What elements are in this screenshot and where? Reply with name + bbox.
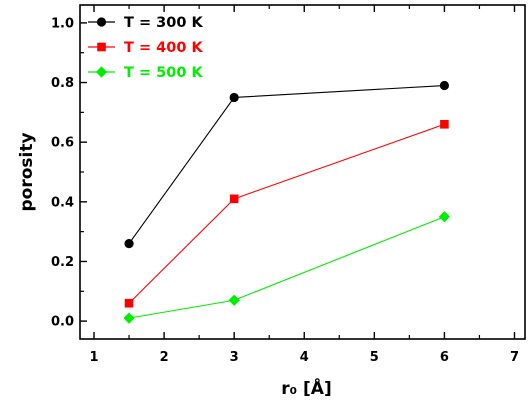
legend-marker xyxy=(96,17,107,27)
data-point xyxy=(123,312,135,324)
data-point xyxy=(228,294,240,306)
series-line xyxy=(128,84,445,244)
x-tick-label: 5 xyxy=(370,350,379,365)
series-line xyxy=(128,216,445,319)
data-point xyxy=(438,211,451,223)
series-1 xyxy=(124,80,450,249)
series-line xyxy=(128,123,445,304)
y-tick-label: 0.8 xyxy=(51,76,74,91)
legend-label: T = 400 K xyxy=(124,40,203,56)
x-tick-label: 7 xyxy=(510,350,519,365)
data-point xyxy=(440,119,449,129)
data-point xyxy=(124,238,134,249)
x-tick-label: 2 xyxy=(160,350,169,365)
x-tick-label: 1 xyxy=(89,350,98,365)
data-point xyxy=(229,194,239,204)
legend-marker xyxy=(97,42,106,52)
data-point xyxy=(229,92,239,103)
data-point xyxy=(124,298,134,308)
legend-label: T = 300 K xyxy=(124,15,203,31)
legend-item-2: T = 400 K xyxy=(88,40,203,56)
legend-label: T = 500 K xyxy=(124,65,203,81)
series-layer xyxy=(123,80,451,324)
y-tick-label: 0.2 xyxy=(51,255,74,270)
x-tick-label: 6 xyxy=(440,350,449,365)
y-tick-label: 0.6 xyxy=(51,136,74,151)
legend-item-3: T = 500 K xyxy=(88,65,203,81)
legend-item-1: T = 300 K xyxy=(88,15,203,31)
y-tick-label: 0.0 xyxy=(51,315,74,330)
x-axis-label: r₀ [Å] xyxy=(281,376,331,399)
data-point xyxy=(439,80,450,91)
x-axis-ticks: 1 2 3 4 5 6 7 xyxy=(89,5,519,365)
legend: T = 300 K T = 400 K T = 500 K xyxy=(88,15,203,81)
x-tick-label: 3 xyxy=(230,350,239,365)
legend-marker xyxy=(95,66,108,78)
x-tick-label: 4 xyxy=(300,350,309,365)
y-tick-label: 1.0 xyxy=(51,16,74,31)
series-3 xyxy=(123,211,451,324)
y-axis-ticks: 0.0 0.2 0.4 0.6 0.8 1.0 xyxy=(51,16,87,330)
y-axis-label: porosity xyxy=(17,132,37,211)
y-tick-label: 0.4 xyxy=(51,195,74,210)
series-2 xyxy=(124,119,449,308)
